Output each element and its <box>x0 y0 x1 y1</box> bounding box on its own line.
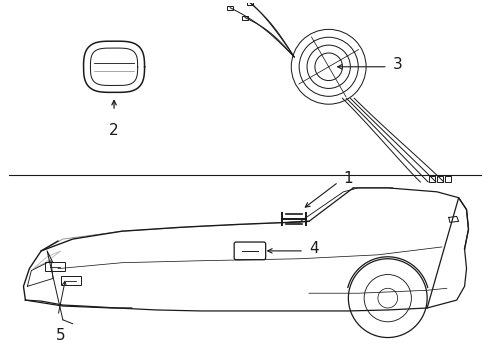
Bar <box>437 176 443 182</box>
Text: 4: 4 <box>309 242 318 256</box>
Bar <box>445 176 451 182</box>
Bar <box>61 276 80 285</box>
Bar <box>227 6 233 10</box>
Bar <box>247 1 253 5</box>
Text: 3: 3 <box>392 57 402 72</box>
Bar <box>429 176 435 182</box>
Bar <box>242 15 248 19</box>
FancyBboxPatch shape <box>234 242 266 260</box>
Polygon shape <box>33 251 61 269</box>
Text: 1: 1 <box>343 171 353 185</box>
Text: 5: 5 <box>56 328 66 343</box>
Bar <box>45 262 65 271</box>
Text: 2: 2 <box>109 123 119 138</box>
